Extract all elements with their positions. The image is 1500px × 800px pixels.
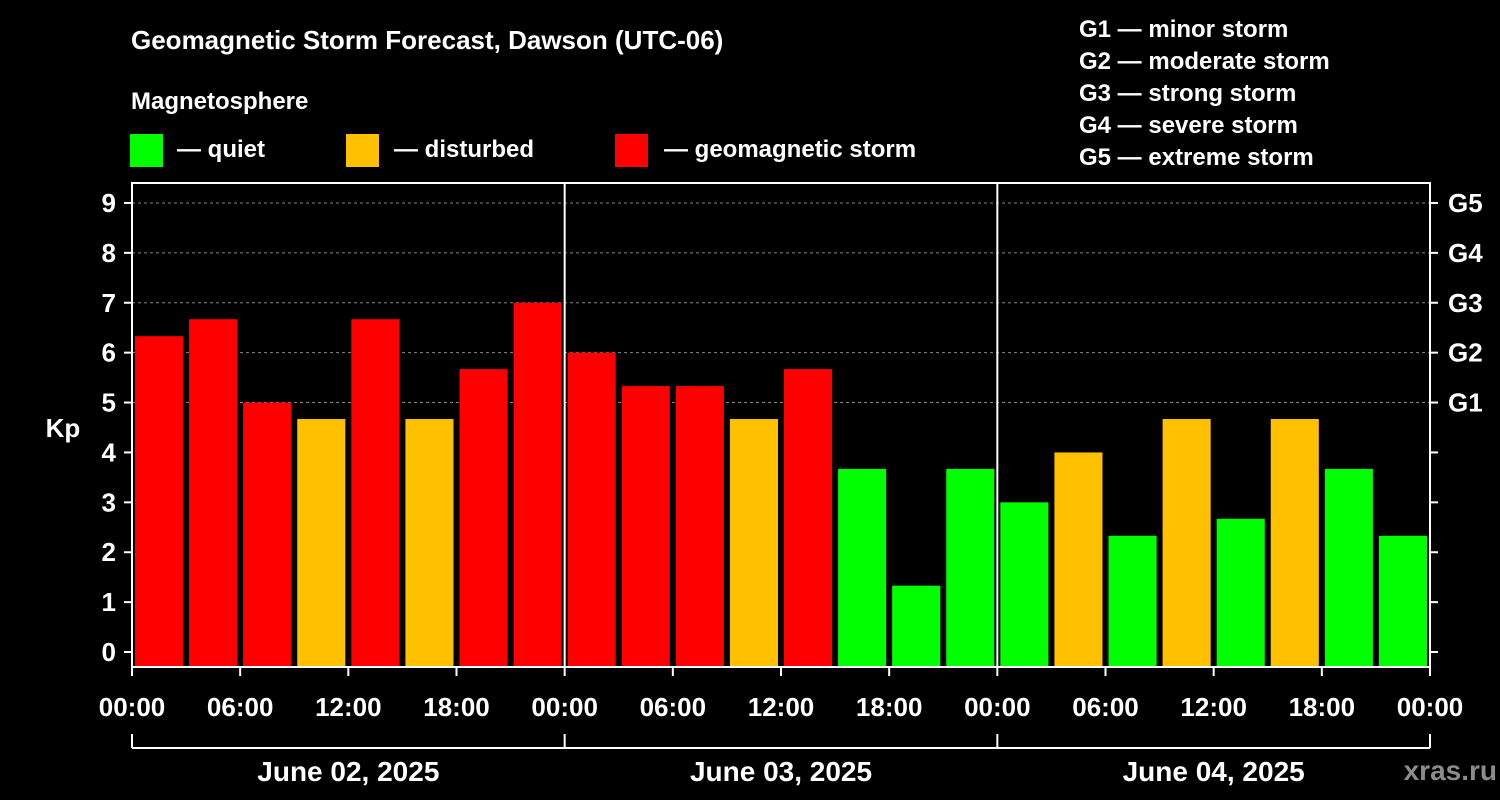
- storm-scale-g2: G2 — moderate storm: [1079, 48, 1330, 75]
- kp-bar: [1378, 535, 1427, 667]
- y-tick-label: 2: [102, 537, 116, 567]
- legend-label-storm: — geomagnetic storm: [664, 136, 916, 163]
- x-tick-label: 12:00: [748, 692, 815, 722]
- storm-level-label: G3: [1448, 288, 1483, 318]
- kp-bar: [621, 386, 670, 667]
- plot-area: 0 1 2 3 4 5 6 7 8 9 G1 G2 G3 G4 G5 00:00 06:00 12:00 18:00…: [99, 182, 1483, 787]
- legend-heading: Magnetosphere: [131, 88, 308, 115]
- storm-scale-g1: G1 — minor storm: [1079, 16, 1288, 43]
- day-label: June 04, 2025: [1123, 756, 1305, 787]
- y-tick-label: 8: [102, 238, 116, 268]
- day-label: June 02, 2025: [257, 756, 439, 787]
- storm-scale-g5: G5 — extreme storm: [1079, 144, 1314, 171]
- kp-bar: [1000, 502, 1049, 667]
- y-tick-label: 3: [102, 487, 116, 517]
- kp-bar: [189, 319, 238, 667]
- x-tick-label: 06:00: [1072, 692, 1139, 722]
- watermark: xras.ru: [1404, 755, 1497, 786]
- y-tick-label: 9: [102, 188, 116, 218]
- kp-bar: [1162, 419, 1211, 667]
- x-tick-label: 06:00: [207, 692, 274, 722]
- kp-bar: [351, 319, 400, 667]
- x-tick-label: 18:00: [423, 692, 490, 722]
- kp-bar: [1216, 518, 1265, 667]
- storm-scale-list: G1 — minor storm G2 — moderate storm G3 …: [1079, 16, 1330, 171]
- legend-swatch-disturbed: [346, 134, 379, 167]
- storm-level-label: G4: [1448, 238, 1483, 268]
- x-tick-label: 12:00: [1180, 692, 1247, 722]
- storm-level-label: G1: [1448, 388, 1483, 418]
- x-tick-label: 18:00: [1289, 692, 1356, 722]
- kp-bar: [567, 352, 616, 667]
- y-tick-label: 7: [102, 288, 116, 318]
- storm-scale-g3: G3 — strong storm: [1079, 80, 1296, 107]
- kp-bar: [135, 336, 184, 667]
- kp-bar: [1108, 535, 1157, 667]
- storm-level-label: G5: [1448, 188, 1483, 218]
- x-tick-label: 18:00: [856, 692, 923, 722]
- x-tick-label: 00:00: [1397, 692, 1464, 722]
- y-tick-label: 1: [102, 587, 116, 617]
- y-tick-label: 0: [102, 637, 116, 667]
- y-tick-label: 6: [102, 338, 116, 368]
- legend: — quiet — disturbed — geomagnetic storm: [130, 134, 916, 167]
- y-tick-label: 5: [102, 388, 116, 418]
- x-tick-label: 00:00: [964, 692, 1031, 722]
- kp-bar: [297, 419, 346, 667]
- day-label: June 03, 2025: [690, 756, 872, 787]
- kp-bar: [838, 468, 887, 667]
- kp-bar: [513, 302, 562, 667]
- kp-bar: [784, 369, 833, 667]
- x-tick-label: 00:00: [531, 692, 598, 722]
- legend-label-disturbed: — disturbed: [394, 136, 534, 163]
- y-axis-label: Kp: [46, 413, 81, 443]
- legend-swatch-quiet: [130, 134, 163, 167]
- storm-level-label: G2: [1448, 338, 1483, 368]
- kp-bar: [459, 369, 508, 667]
- chart-title: Geomagnetic Storm Forecast, Dawson (UTC-…: [131, 25, 723, 55]
- x-tick-label: 06:00: [640, 692, 707, 722]
- legend-swatch-storm: [615, 134, 648, 167]
- x-tick-label: 12:00: [315, 692, 382, 722]
- x-tick-label: 00:00: [99, 692, 166, 722]
- kp-bar: [946, 468, 995, 667]
- kp-bar: [729, 419, 778, 667]
- kp-bar: [675, 386, 724, 667]
- kp-bar: [243, 402, 292, 667]
- kp-bar: [892, 585, 941, 667]
- kp-bar: [1054, 452, 1103, 667]
- storm-scale-g4: G4 — severe storm: [1079, 112, 1298, 139]
- kp-bar: [1324, 468, 1373, 667]
- legend-label-quiet: — quiet: [177, 136, 265, 163]
- kp-bar: [1270, 419, 1319, 667]
- kp-bar: [405, 419, 454, 667]
- y-tick-label: 4: [102, 437, 117, 467]
